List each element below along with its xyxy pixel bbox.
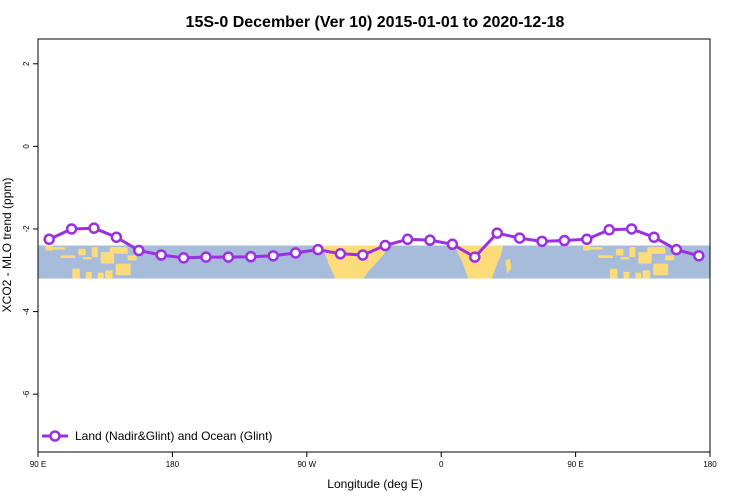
- y-tick-label: 0: [22, 144, 31, 149]
- land-shape: [97, 272, 104, 279]
- land-shape: [609, 268, 618, 279]
- data-point: [513, 232, 526, 244]
- land-shape: [665, 255, 675, 261]
- legend-label: Land (Nadir&Glint) and Ocean (Glint): [75, 429, 272, 443]
- data-point: [648, 231, 660, 243]
- x-tick-label: 90 E: [567, 460, 583, 469]
- y-tick-label: -6: [22, 390, 31, 398]
- data-point: [401, 233, 414, 246]
- data-point: [581, 233, 593, 246]
- data-point: [558, 234, 571, 247]
- data-point: [267, 250, 279, 262]
- plot-frame: [37, 38, 711, 453]
- data-point: [289, 247, 302, 259]
- series-layer: [43, 222, 705, 264]
- data-point: [43, 233, 55, 246]
- land-shape: [72, 268, 80, 279]
- x-axis-label: Longitude (deg E): [327, 477, 422, 491]
- land-shape: [52, 247, 65, 250]
- data-point: [88, 222, 100, 234]
- data-point: [536, 235, 548, 248]
- chart-title: 15S-0 December (Ver 10) 2015-01-01 to 20…: [186, 14, 565, 31]
- data-point: [334, 248, 347, 260]
- data-point: [469, 251, 481, 263]
- land-shape: [620, 257, 630, 260]
- data-point: [312, 243, 324, 256]
- data-point: [357, 249, 369, 261]
- land-shape: [653, 263, 669, 276]
- x-tick-label: 90 E: [30, 460, 46, 469]
- land-shape: [583, 245, 591, 251]
- land-shape: [615, 248, 624, 256]
- land-shape: [105, 270, 113, 279]
- y-tick-label: -2: [22, 225, 31, 233]
- land-shape: [109, 247, 128, 254]
- map-land: [45, 245, 675, 279]
- land-shape: [623, 271, 630, 279]
- x-tick-label: 0: [439, 460, 444, 469]
- land-shape: [505, 258, 512, 274]
- land-shape: [638, 252, 652, 264]
- data-point: [155, 249, 167, 261]
- data-point: [65, 223, 78, 235]
- land-shape: [590, 247, 603, 250]
- land-shape: [647, 247, 666, 254]
- land-shape: [100, 252, 115, 264]
- land-shape: [127, 255, 137, 261]
- data-point: [177, 252, 190, 264]
- land-shape: [629, 247, 636, 258]
- land-shape: [91, 247, 98, 258]
- data-point: [446, 238, 459, 251]
- legend: Land (Nadir&Glint) and Ocean (Glint): [42, 429, 272, 443]
- land-shape: [598, 255, 613, 259]
- data-point: [200, 251, 212, 263]
- legend-marker: [49, 430, 61, 442]
- y-axis-label: XCO2 - MLO trend (ppm): [0, 178, 14, 313]
- y-axis: 2 0 -2 -4 -6: [22, 61, 38, 398]
- land-shape: [85, 271, 92, 279]
- data-point: [603, 224, 615, 236]
- x-tick-label: 90 W: [297, 460, 316, 469]
- y-tick-label: -4: [22, 307, 31, 315]
- data-point: [491, 227, 503, 239]
- x-tick-label: 180: [703, 460, 717, 469]
- x-tick-label: 180: [166, 460, 180, 469]
- data-point: [379, 239, 391, 252]
- land-shape: [115, 263, 131, 276]
- data-point: [110, 231, 123, 243]
- land-shape: [78, 248, 86, 256]
- land-shape: [635, 272, 642, 279]
- x-axis: 90 E 180 90 W 0 90 E 180: [30, 452, 717, 469]
- data-point: [222, 251, 235, 263]
- data-point: [245, 250, 257, 263]
- land-shape: [60, 255, 76, 259]
- data-point: [670, 243, 683, 256]
- land-shape: [82, 257, 92, 260]
- data-point: [693, 250, 705, 262]
- land-shape: [45, 245, 53, 251]
- y-tick-label: 2: [22, 61, 31, 66]
- land-shape: [642, 270, 651, 279]
- data-point: [133, 244, 145, 257]
- data-point: [625, 223, 638, 235]
- data-point: [424, 234, 436, 246]
